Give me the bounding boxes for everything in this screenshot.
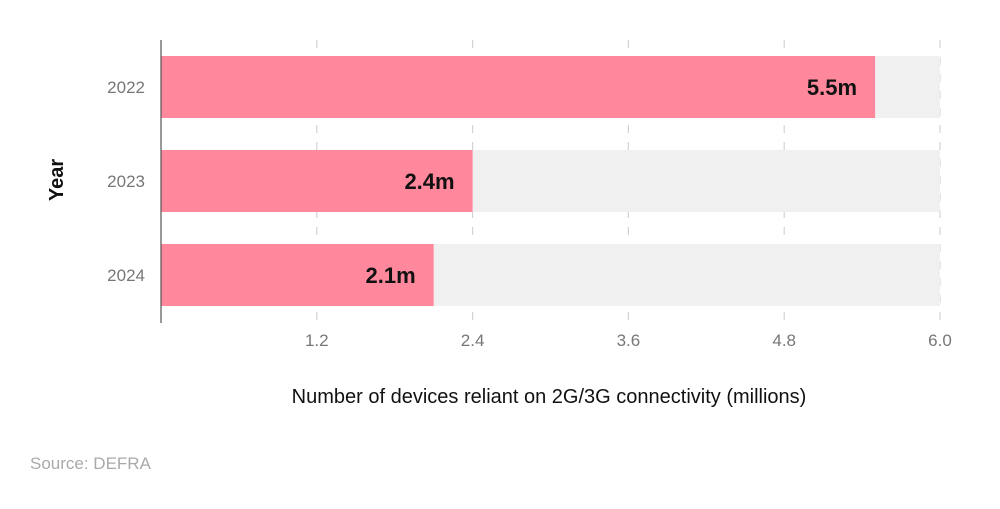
x-tick-label: 1.2 <box>305 331 329 350</box>
y-tick-label-2023: 2023 <box>107 172 145 191</box>
x-axis-title: Number of devices reliant on 2G/3G conne… <box>292 386 807 408</box>
bar-2023 <box>161 150 473 212</box>
x-tick-label: 3.6 <box>617 331 641 350</box>
y-axis-title: Year <box>46 159 68 201</box>
x-tick-labels: 1.2 2.4 3.6 4.8 6.0 <box>305 331 952 350</box>
y-tick-labels: 2022 2023 2024 <box>107 78 145 285</box>
data-label-2022: 5.5m <box>807 75 857 100</box>
y-tick-label-2024: 2024 <box>107 266 145 285</box>
bars <box>161 56 876 306</box>
data-labels: 5.5m 2.4m 2.1m <box>365 75 857 288</box>
x-tick-label: 2.4 <box>461 331 485 350</box>
x-tick-label: 4.8 <box>772 331 796 350</box>
bar-2022 <box>161 56 876 118</box>
bar-2024 <box>161 244 434 306</box>
y-tick-label-2022: 2022 <box>107 78 145 97</box>
data-label-2023: 2.4m <box>404 169 454 194</box>
source-note: Source: DEFRA <box>30 454 152 473</box>
data-label-2024: 2.1m <box>365 263 415 288</box>
x-tick-label: 6.0 <box>928 331 952 350</box>
